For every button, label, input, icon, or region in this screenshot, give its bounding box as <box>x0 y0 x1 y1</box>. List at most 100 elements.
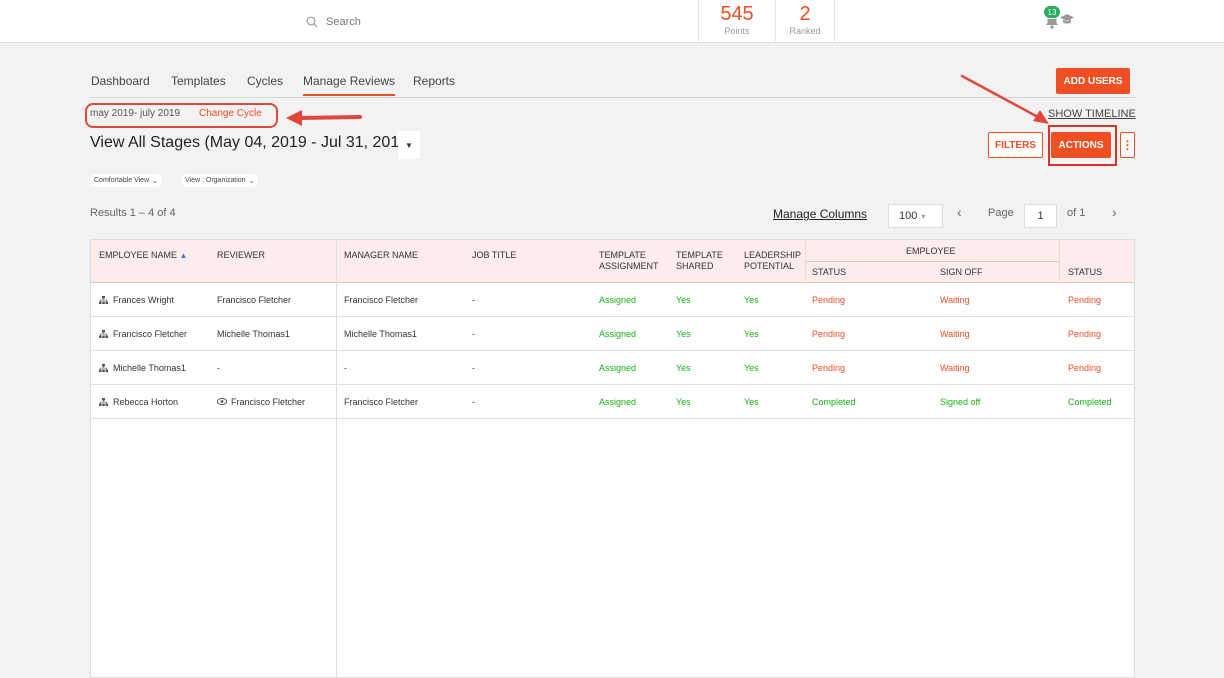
table-row[interactable]: Francisco Fletcher Michelle Thomas1 Michel… <box>91 317 1134 351</box>
filters-button[interactable]: FILTERS <box>988 132 1043 158</box>
org-chart-icon[interactable] <box>99 398 108 406</box>
cycle-annotation-box <box>85 103 278 128</box>
header-employee-name[interactable]: EMPLOYEE NAME ▲ <box>99 250 188 260</box>
cell-manager: Michelle Thomas1 <box>344 329 417 339</box>
prev-page-icon[interactable]: ‹ <box>957 204 962 220</box>
graduation-cap-icon[interactable] <box>1059 12 1075 26</box>
cell-assignment: Assigned <box>599 397 637 407</box>
org-chart-icon[interactable] <box>99 364 108 372</box>
cell-manager: Francisco Fletcher <box>344 295 419 305</box>
cell-leadership: Yes <box>744 295 759 305</box>
show-timeline-link[interactable]: SHOW TIMELINE <box>1048 108 1136 120</box>
frozen-column-divider <box>336 240 337 678</box>
header-status[interactable]: STATUS <box>812 267 847 277</box>
stage-dropdown[interactable]: ▼ <box>398 131 420 159</box>
cell-employee[interactable]: Rebecca Horton <box>99 397 178 407</box>
results-count: Results 1 – 4 of 4 <box>90 207 176 219</box>
comfortable-view-dropdown[interactable]: Comfortable View ⌄ <box>90 174 162 187</box>
ranked-label: Ranked <box>789 26 821 36</box>
cell-manager: Francisco Fletcher <box>344 397 419 407</box>
cell-signoff: Signed off <box>940 397 981 407</box>
chip-label: Comfortable View <box>94 177 150 184</box>
cell-shared: Yes <box>676 295 691 305</box>
cell-employee[interactable]: Francisco Fletcher <box>99 329 187 339</box>
cell-status2: Completed <box>1068 397 1112 407</box>
cell-job: - <box>472 329 475 339</box>
sort-asc-icon: ▲ <box>179 251 188 260</box>
cell-employee[interactable]: Michelle Thomas1 <box>99 363 186 373</box>
cell-job: - <box>472 397 475 407</box>
cell-signoff: Waiting <box>940 295 970 305</box>
next-page-icon[interactable]: › <box>1112 204 1117 220</box>
add-users-button[interactable]: ADD USERS <box>1056 68 1130 94</box>
header-template-assignment[interactable]: TEMPLATE ASSIGNMENT <box>599 250 659 271</box>
ranked-value: 2 <box>799 3 811 25</box>
cell-status2: Pending <box>1068 295 1102 305</box>
arrow-to-cycle <box>286 110 362 126</box>
cell-manager: - <box>344 363 347 373</box>
header-manager-name[interactable]: MANAGER NAME <box>344 250 419 260</box>
header-divider <box>1059 240 1060 283</box>
per-page-select[interactable]: 100 ▾ <box>888 204 943 228</box>
search-placeholder[interactable]: Search <box>326 16 361 28</box>
header-group-divider <box>805 261 1059 262</box>
cell-employee[interactable]: Frances Wright <box>99 295 174 305</box>
tab-cycles[interactable]: Cycles <box>247 74 284 88</box>
cell-status2: Pending <box>1068 329 1102 339</box>
cell-leadership: Yes <box>744 363 759 373</box>
cell-reviewer: - <box>217 363 220 373</box>
tab-reports[interactable]: Reports <box>413 74 456 88</box>
cell-signoff: Waiting <box>940 363 970 373</box>
cell-shared: Yes <box>676 329 691 339</box>
header-template-shared[interactable]: TEMPLATE SHARED <box>676 250 723 271</box>
page-input[interactable]: 1 <box>1024 204 1057 228</box>
tab-templates[interactable]: Templates <box>171 74 226 88</box>
cell-assignment: Assigned <box>599 295 637 305</box>
header-sign-off[interactable]: SIGN OFF <box>940 267 983 277</box>
tab-dashboard[interactable]: Dashboard <box>91 74 150 88</box>
header-reviewer[interactable]: REVIEWER <box>217 250 266 260</box>
actions-annotation-box <box>1048 125 1117 166</box>
cell-leadership: Yes <box>744 329 759 339</box>
cell-shared: Yes <box>676 397 691 407</box>
header-job-title[interactable]: JOB TITLE <box>472 250 517 260</box>
cell-job: - <box>472 363 475 373</box>
cell-assignment: Assigned <box>599 363 637 373</box>
org-chart-icon[interactable] <box>99 330 108 338</box>
organization-view-dropdown[interactable]: View : Organization ⌄ <box>181 174 259 187</box>
chevron-down-icon: ⌄ <box>152 177 158 185</box>
notification-badge: 13 <box>1043 5 1061 19</box>
cell-status: Pending <box>812 363 846 373</box>
table-row[interactable]: Frances Wright Francisco Fletcher Francisc… <box>91 283 1134 317</box>
reviews-table: EMPLOYEE NAME ▲ REVIEWER MANAGER NAME JO… <box>90 239 1135 678</box>
cell-status: Pending <box>812 329 846 339</box>
chevron-down-icon: ▾ <box>921 211 926 221</box>
chevron-down-icon: ⌄ <box>248 177 255 185</box>
actions-button[interactable]: ACTIONS <box>1051 132 1111 158</box>
cell-reviewer: Francisco Fletcher <box>217 295 292 305</box>
chip-label: View : Organization <box>185 177 246 184</box>
search-icon <box>306 16 318 28</box>
points-stat[interactable]: 545 Points <box>698 0 775 43</box>
table-row[interactable]: Michelle Thomas1 - - - Assigned Yes Yes Pending… <box>91 351 1134 385</box>
page-title: View All Stages (May 04, 2019 - Jul 31, … <box>90 134 414 151</box>
header-divider <box>805 240 806 283</box>
manage-columns-link[interactable]: Manage Columns <box>773 207 868 221</box>
cell-status: Pending <box>812 295 846 305</box>
more-options-icon[interactable]: ⋮ <box>1120 132 1135 158</box>
org-chart-icon[interactable] <box>99 296 108 304</box>
page-label: Page <box>988 207 1014 219</box>
header-leadership-potential[interactable]: LEADERSHIP POTENTIAL <box>744 250 802 271</box>
tab-manage-reviews[interactable]: Manage Reviews <box>303 73 396 96</box>
cell-reviewer: Michelle Thomas1 <box>217 329 290 339</box>
table-row[interactable]: Rebecca Horton Francisco Fletcher Francisc… <box>91 385 1134 419</box>
search-box[interactable]: Search <box>306 12 361 32</box>
cell-reviewer: Francisco Fletcher <box>217 397 305 407</box>
table-header: EMPLOYEE NAME ▲ REVIEWER MANAGER NAME JO… <box>91 240 1134 283</box>
ranked-stat[interactable]: 2 Ranked <box>775 0 835 43</box>
header-status-2[interactable]: STATUS <box>1068 267 1103 277</box>
cell-status: Completed <box>812 397 856 407</box>
eye-icon[interactable] <box>217 398 227 405</box>
change-cycle-link[interactable]: Change Cycle <box>199 108 262 119</box>
points-label: Points <box>724 26 750 36</box>
